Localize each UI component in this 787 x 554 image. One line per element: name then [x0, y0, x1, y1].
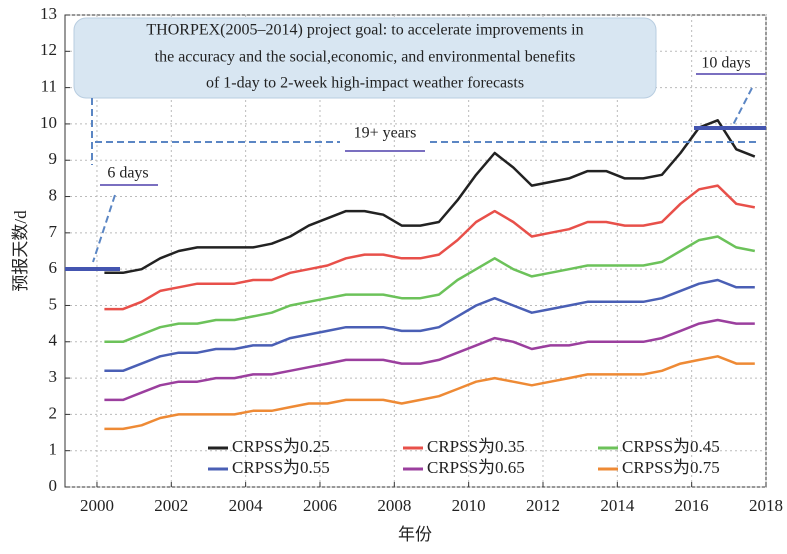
y-tick-label: 3: [49, 367, 58, 386]
y-axis-label: 预报天数/d: [11, 210, 30, 292]
x-tick-label: 2008: [377, 496, 411, 515]
y-tick-label: 4: [49, 331, 58, 350]
y-tick-label: 13: [40, 4, 57, 23]
x-tick-label: 2018: [749, 496, 783, 515]
x-tick-label: 2014: [600, 496, 635, 515]
series-line: [104, 235, 756, 344]
annotation: the accuracy and the social,economic, an…: [155, 49, 576, 66]
series-line: [104, 278, 755, 373]
y-tick-label: 5: [49, 294, 58, 313]
series-line: [104, 184, 756, 311]
series-line: [104, 318, 755, 402]
y-tick-label: 9: [49, 149, 58, 168]
annotation: 10 days: [701, 55, 750, 72]
series-line: [104, 355, 755, 431]
x-tick-label: 2004: [229, 496, 264, 515]
y-tick-label: 8: [49, 185, 58, 204]
legend-label: CRPSS为0.55: [232, 458, 330, 477]
legend-label: CRPSS为0.35: [427, 437, 525, 456]
y-tick-label: 12: [40, 40, 57, 59]
y-tick-label: 11: [41, 77, 57, 96]
legend-label: CRPSS为0.75: [622, 458, 720, 477]
x-tick-label: 2006: [303, 496, 337, 515]
legend-label: CRPSS为0.45: [622, 437, 720, 456]
level-lines: [65, 126, 766, 271]
x-tick-label: 2000: [80, 496, 114, 515]
annotation: THORPEX(2005–2014) project goal: to acce…: [146, 22, 583, 39]
legend-label: CRPSS为0.25: [232, 437, 330, 456]
y-tick-label: 0: [49, 476, 58, 495]
legend-label: CRPSS为0.65: [427, 458, 525, 477]
x-tick-label: 2010: [452, 496, 486, 515]
y-tick-label: 10: [40, 113, 57, 132]
x-tick-label: 2016: [675, 496, 709, 515]
lines: [104, 119, 756, 431]
x-axis-label: 年份: [398, 525, 432, 544]
annotation: 6 days: [107, 165, 148, 182]
x-tick-label: 2002: [154, 496, 188, 515]
series-line: [104, 119, 756, 275]
y-tick-label: 1: [49, 440, 58, 459]
annotation: 19+ years: [354, 125, 417, 142]
annotation: of 1-day to 2-week high-impact weather f…: [206, 75, 524, 92]
y-tick-label: 7: [49, 222, 58, 241]
arrows: [91, 87, 760, 263]
annotation-box: [73, 17, 657, 99]
y-tick-label: 6: [49, 258, 58, 277]
y-tick-label: 2: [49, 403, 58, 422]
x-tick-label: 2012: [526, 496, 560, 515]
